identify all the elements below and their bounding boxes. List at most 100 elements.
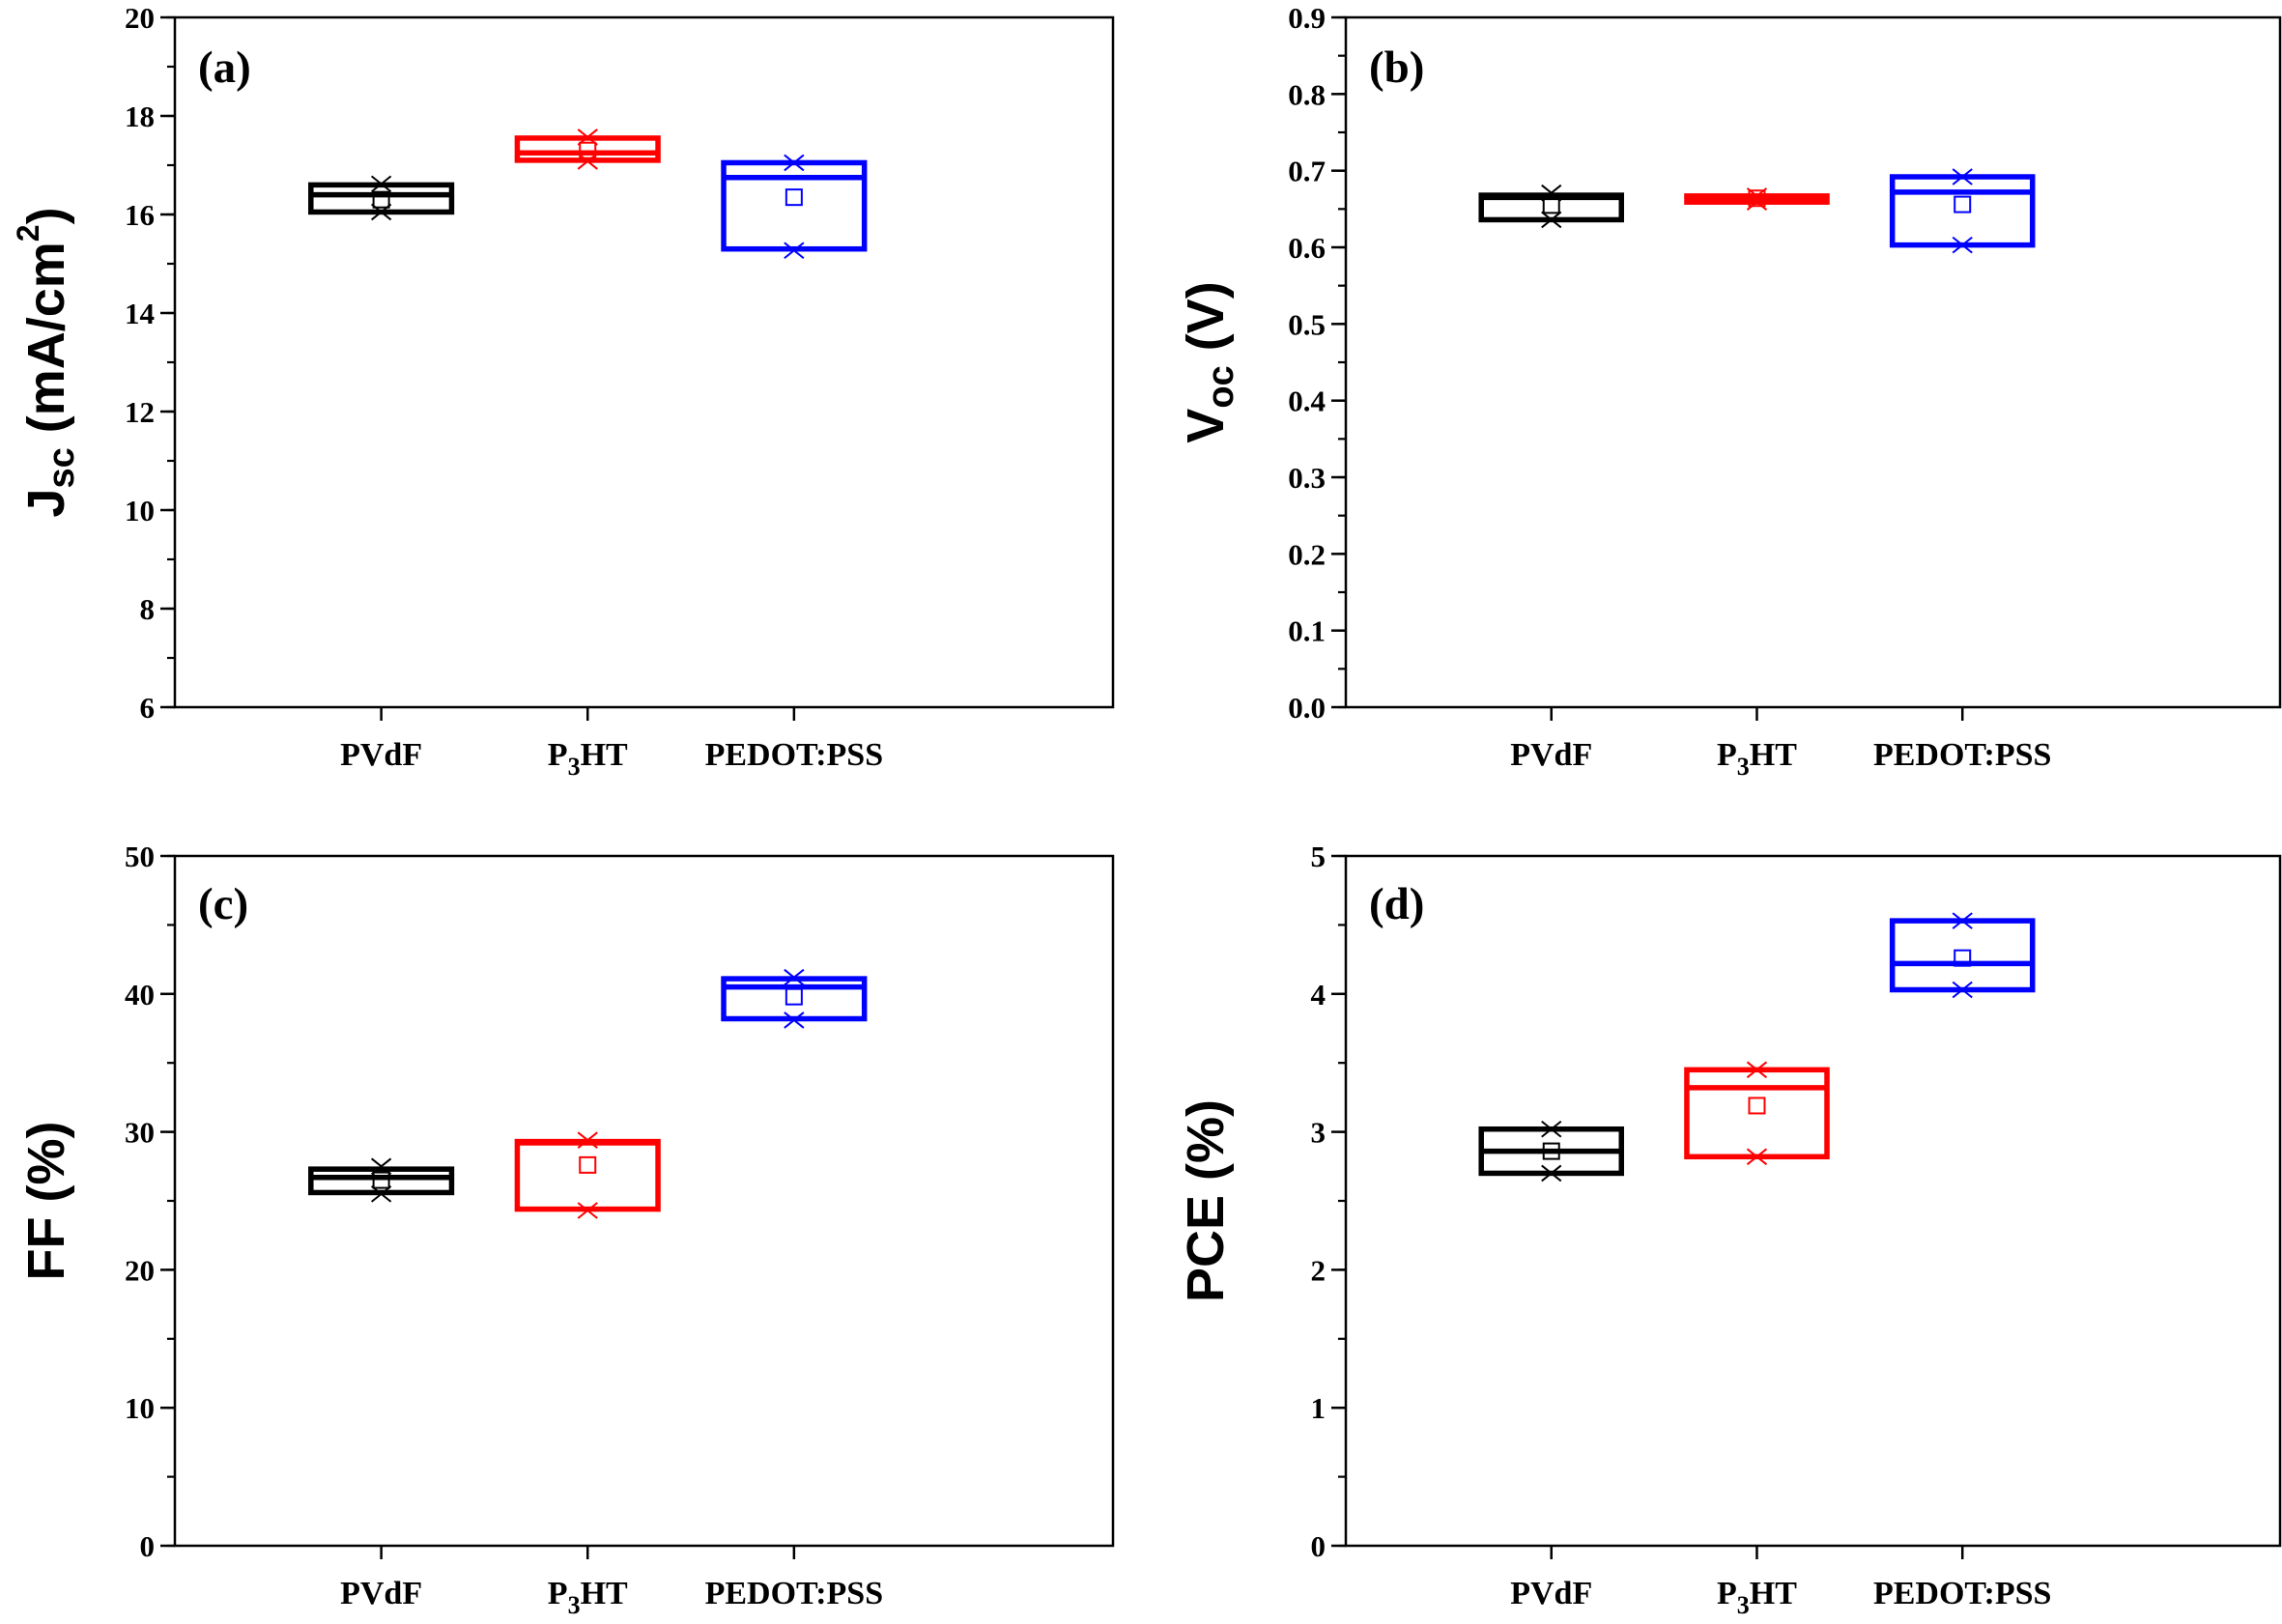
min-marker (577, 1202, 598, 1219)
axes-frame (173, 15, 1115, 709)
mean-marker (784, 188, 803, 207)
box-2 (1889, 912, 2036, 999)
y-tick-label: 12 (125, 395, 155, 429)
y-tick-label: 0 (1311, 1529, 1326, 1563)
y-tick-label: 8 (140, 592, 156, 626)
min-marker (1746, 193, 1768, 211)
x-tick-label: PEDOT:PSS (705, 737, 884, 773)
box-1 (1684, 187, 1830, 211)
y-tick-label: 14 (125, 297, 155, 330)
x-tick-label: P3HT (548, 737, 628, 781)
box-rect (1889, 918, 2036, 993)
box-rect (514, 135, 661, 163)
y-tick-label: 0.3 (1288, 461, 1326, 495)
axes-frame (1344, 854, 2282, 1548)
mean-marker (579, 1155, 597, 1174)
y-tick-label: 0.0 (1288, 691, 1326, 725)
box-rect (721, 976, 868, 1022)
axes-frame (173, 854, 1115, 1548)
y-tick-label: 0.8 (1288, 77, 1326, 111)
x-tick-label: PVdF (340, 1576, 422, 1611)
y-tick-label: 2 (1311, 1253, 1326, 1287)
y-axis-label: PCE (%) (1177, 1099, 1235, 1302)
y-tick-label: 4 (1311, 978, 1326, 1011)
max-marker (577, 128, 598, 146)
box-2 (721, 968, 868, 1029)
box-1 (1684, 1061, 1830, 1166)
mean-marker (372, 190, 390, 209)
x-tick-label: PEDOT:PSS (1873, 1576, 2052, 1611)
box-rect (1889, 174, 2036, 248)
x-tick-label: PVdF (1510, 1576, 1592, 1611)
box-2 (1889, 168, 2036, 254)
y-tick-label: 0.2 (1288, 537, 1326, 571)
min-marker (1746, 1148, 1768, 1166)
panel-label: (c) (198, 879, 248, 929)
x-tick-label: PEDOT:PSS (1873, 737, 2052, 773)
min-marker (370, 203, 392, 221)
y-tick-label: 20 (125, 1, 155, 35)
max-marker (1952, 168, 1973, 185)
panel-label: (a) (198, 43, 251, 93)
mean-marker (1542, 1142, 1560, 1160)
panel-c: 0 10 20 30 40 50 PVdF P3HT PEDOT:PSS (c) FF (%) (17, 840, 1115, 1619)
y-tick-label: 18 (125, 100, 155, 133)
max-marker (1541, 1120, 1562, 1138)
y-tick-label: 30 (125, 1116, 155, 1150)
mean-marker (1954, 949, 1972, 967)
mean-marker (784, 987, 803, 1006)
panel-d: 0 1 2 3 4 5 PVdF P3HT PEDOT:PSS (d) PCE (%) (1177, 840, 2282, 1619)
min-marker (1952, 981, 1973, 999)
y-tick-label: 1 (1311, 1391, 1326, 1425)
y-tick-label: 16 (125, 198, 155, 232)
y-axis-label: FF (%) (17, 1122, 75, 1281)
min-marker (784, 1011, 805, 1029)
mean-marker (1542, 196, 1560, 214)
y-tick-label: 0.5 (1288, 307, 1326, 341)
panel-a: 6 8 10 12 14 16 18 20 PVdF P3HT PEDOT:PSS (a) Jsc (m… (11, 1, 1115, 781)
box-1 (514, 128, 661, 170)
panel-label: (b) (1369, 43, 1424, 93)
box-rect (514, 1138, 661, 1212)
x-tick-label: PVdF (1510, 737, 1592, 773)
y-tick-label: 0.9 (1288, 1, 1326, 35)
mean-marker (1954, 195, 1972, 214)
mean-marker (372, 1171, 390, 1189)
mean-marker (1748, 189, 1766, 208)
y-tick-label: 0.4 (1288, 385, 1326, 418)
min-marker (1952, 236, 1973, 254)
panel-label: (d) (1369, 879, 1424, 929)
max-marker (370, 175, 392, 193)
x-tick-label: P3HT (1717, 737, 1797, 781)
y-tick-label: 5 (1311, 840, 1326, 873)
y-axis-label: Jsc (mA/cm2) (11, 207, 82, 517)
min-marker (784, 242, 805, 260)
box-0 (1478, 1120, 1625, 1182)
max-marker (577, 1131, 598, 1149)
max-marker (370, 1157, 392, 1176)
min-marker (577, 153, 598, 170)
y-tick-label: 0.1 (1288, 614, 1326, 648)
box-2 (721, 154, 868, 260)
y-tick-label: 0.7 (1288, 155, 1326, 188)
min-marker (1541, 211, 1562, 229)
max-marker (784, 154, 805, 172)
x-tick-label: PEDOT:PSS (705, 1576, 884, 1611)
x-tick-label: P3HT (1717, 1576, 1797, 1619)
mean-marker (1748, 1097, 1766, 1115)
y-tick-label: 6 (140, 691, 156, 725)
y-tick-label: 0.6 (1288, 231, 1326, 265)
y-tick-label: 0 (140, 1529, 156, 1563)
y-tick-label: 10 (125, 494, 155, 527)
y-tick-label: 40 (125, 978, 155, 1011)
y-tick-label: 3 (1311, 1116, 1326, 1150)
x-tick-label: PVdF (340, 737, 422, 773)
y-tick-label: 50 (125, 840, 155, 873)
mean-marker (579, 141, 597, 159)
box-1 (514, 1131, 661, 1219)
axes-frame (1344, 15, 2282, 709)
y-tick-label: 20 (125, 1253, 155, 1287)
max-marker (1746, 1061, 1768, 1079)
max-marker (1541, 184, 1562, 202)
